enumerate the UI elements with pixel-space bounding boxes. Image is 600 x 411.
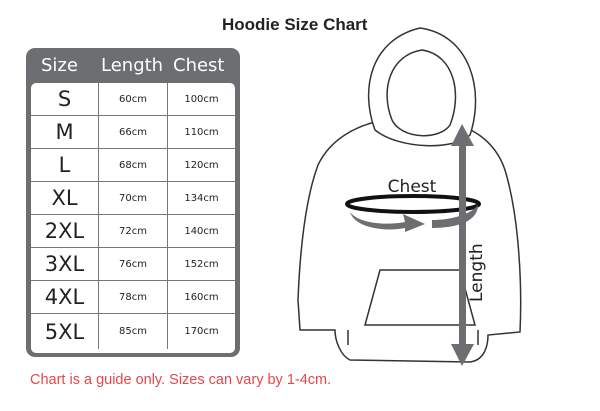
size-cell: S xyxy=(31,83,99,115)
hoodie-face-opening xyxy=(386,49,457,137)
length-cell: 70cm xyxy=(99,182,168,214)
chest-cell: 140cm xyxy=(184,225,219,237)
size-cell: 3XL xyxy=(31,248,99,280)
size-cell: 5XL xyxy=(31,314,99,349)
chest-measure-line xyxy=(345,194,481,214)
chest-cell: 100cm xyxy=(184,93,219,105)
length-cell: 72cm xyxy=(99,215,168,247)
length-cell: 68cm xyxy=(99,149,168,181)
length-cell: 76cm xyxy=(99,248,168,280)
size-cell: XL xyxy=(31,182,99,214)
length-label: Length xyxy=(467,243,487,302)
table-row: M 66cm 110cm xyxy=(31,116,235,149)
size-cell: 2XL xyxy=(31,215,99,247)
length-arrow-up-icon xyxy=(451,124,474,146)
length-cell: 85cm xyxy=(99,314,168,349)
table-row: 4XL 78cm 160cm xyxy=(31,281,235,314)
chest-label: Chest xyxy=(388,177,437,197)
table-row: L 68cm 120cm xyxy=(31,149,235,182)
length-cell: 66cm xyxy=(99,116,168,148)
size-table-body: S 60cm 100cm M 66cm 110cm L 68cm 120cm XL 70cm 134c… xyxy=(31,83,235,353)
table-row: 2XL 72cm 140cm xyxy=(31,215,235,248)
table-row: S 60cm 100cm xyxy=(31,83,235,116)
chest-arrow-icon xyxy=(350,212,425,232)
chest-cell: 170cm xyxy=(184,326,219,337)
length-cell: 60cm xyxy=(99,83,168,115)
length-arrow-shaft xyxy=(459,140,466,350)
length-cell: 78cm xyxy=(99,281,168,313)
chest-cell: 110cm xyxy=(184,126,219,138)
chest-cell: 134cm xyxy=(184,192,219,204)
size-cell: L xyxy=(31,149,99,181)
size-table: Size Length Chest S 60cm 100cm M 66cm 110cm L 6… xyxy=(26,48,240,357)
length-arrow-down-icon xyxy=(451,344,474,366)
header-chest: Chest xyxy=(173,55,225,76)
table-row: 5XL 85cm 170cm xyxy=(31,314,235,349)
page-title: Hoodie Size Chart xyxy=(222,15,368,34)
table-row: XL 70cm 134cm xyxy=(31,182,235,215)
header-length: Length xyxy=(101,55,164,76)
hoodie-pocket xyxy=(364,269,476,326)
size-disclaimer: Chart is a guide only. Sizes can vary by… xyxy=(30,372,332,388)
chest-cell: 152cm xyxy=(184,258,219,270)
chest-cell: 120cm xyxy=(184,159,219,171)
size-cell: 4XL xyxy=(31,281,99,313)
chest-cell: 160cm xyxy=(184,291,219,303)
size-cell: M xyxy=(31,116,99,148)
chest-arrow-tail xyxy=(432,205,478,228)
table-row: 3XL 76cm 152cm xyxy=(31,248,235,281)
header-size: Size xyxy=(41,55,78,76)
